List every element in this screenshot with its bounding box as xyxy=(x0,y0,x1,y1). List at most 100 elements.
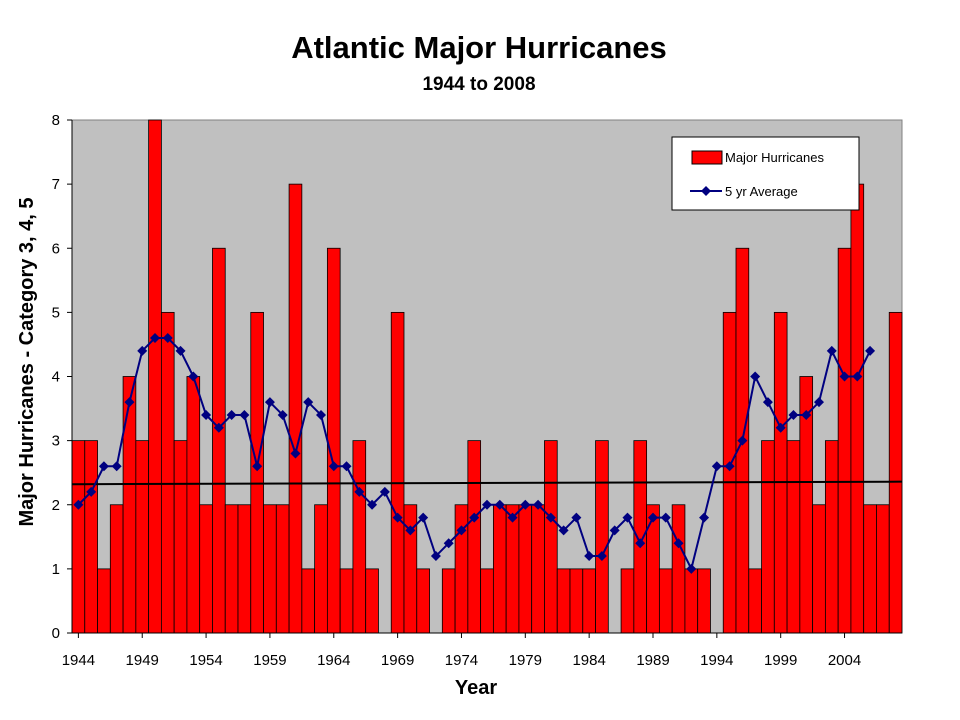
average-point-1988 xyxy=(635,538,646,549)
average-point-1952 xyxy=(175,345,186,356)
bar-1998 xyxy=(761,440,775,634)
bar-1982 xyxy=(556,568,571,634)
bar-1995 xyxy=(722,311,737,634)
y-tick-label: 0 xyxy=(52,625,60,642)
y-tick-label: 5 xyxy=(52,304,60,321)
average-point-1959 xyxy=(264,397,275,408)
bar-1955 xyxy=(212,247,226,634)
x-tick-label: 1979 xyxy=(509,652,542,669)
bar-1971 xyxy=(416,568,430,634)
average-point-1964 xyxy=(328,461,339,472)
bar-2005 xyxy=(850,183,865,634)
average-point-1961 xyxy=(290,448,301,459)
average-point-2003 xyxy=(826,345,837,356)
average-point-1966 xyxy=(354,486,365,497)
bar-1975 xyxy=(467,440,482,634)
bar-1949 xyxy=(135,440,150,634)
average-point-1973 xyxy=(443,538,454,549)
x-tick-label: 1999 xyxy=(764,652,797,669)
average-point-1992 xyxy=(686,563,697,574)
average-point-1995 xyxy=(724,461,735,472)
bar-1969 xyxy=(390,311,405,634)
average-point-1958 xyxy=(252,461,263,472)
bar-1967 xyxy=(365,568,379,634)
average-point-1967 xyxy=(367,499,378,510)
average-point-1993 xyxy=(699,512,710,523)
legend: Major Hurricanes 5 yr Average xyxy=(671,136,860,211)
bar-1970 xyxy=(403,504,418,634)
y-tick-label: 8 xyxy=(52,112,60,129)
average-point-1971 xyxy=(418,512,429,523)
average-point-1948 xyxy=(124,397,135,408)
bar-1987 xyxy=(620,568,635,634)
average-point-1953 xyxy=(188,371,199,382)
chart-subtitle: 1944 to 2008 xyxy=(422,74,535,95)
legend-label-major-hurricanes: Major Hurricanes xyxy=(725,150,824,165)
bar-1957 xyxy=(237,504,252,634)
average-point-1978 xyxy=(507,512,518,523)
bar-1983 xyxy=(569,568,584,634)
chart-title: Atlantic Major Hurricanes xyxy=(291,30,667,65)
x-tick-label: 1949 xyxy=(126,652,159,669)
average-point-1998 xyxy=(762,397,773,408)
bar-1960 xyxy=(275,504,290,634)
y-tick-label: 4 xyxy=(52,369,60,386)
y-tick-label: 6 xyxy=(52,240,60,257)
bar-2000 xyxy=(786,440,801,634)
trend-line xyxy=(71,480,903,486)
y-axis-label: Major Hurricanes - Category 3, 4, 5 xyxy=(16,197,38,526)
x-ticks-group: 1944 1949 1954 1959 1964 1969 1974 1979 1984 1989… xyxy=(62,633,861,669)
bar-1976 xyxy=(480,568,494,634)
average-point-1984 xyxy=(584,551,595,562)
average-point-2004 xyxy=(839,371,850,382)
bar-1977 xyxy=(492,504,507,634)
bar-1992 xyxy=(684,568,699,634)
legend-box xyxy=(671,136,860,211)
average-point-1986 xyxy=(609,525,620,536)
average-point-1982 xyxy=(558,525,569,536)
average-point-1962 xyxy=(303,397,314,408)
average-point-1949 xyxy=(137,345,148,356)
average-point-2005 xyxy=(852,371,863,382)
bar-1980 xyxy=(531,504,545,634)
average-point-1972 xyxy=(430,551,441,562)
bar-1997 xyxy=(748,568,762,634)
average-point-1989 xyxy=(648,512,658,523)
bar-1999 xyxy=(773,311,788,634)
x-tick-label: 1994 xyxy=(700,652,733,669)
bar-1981 xyxy=(544,440,558,634)
average-point-1965 xyxy=(341,461,352,472)
bar-1954 xyxy=(199,504,213,634)
bar-1951 xyxy=(160,311,175,634)
bar-1944 xyxy=(71,440,86,634)
legend-label-five-year-average: 5 yr Average xyxy=(725,184,798,199)
bar-1984 xyxy=(582,568,596,634)
bar-1950 xyxy=(148,119,162,634)
legend-bar-swatch xyxy=(691,150,723,165)
bar-1966 xyxy=(352,440,367,634)
bar-1952 xyxy=(173,440,188,634)
average-point-1954 xyxy=(201,409,212,420)
average-point-1945 xyxy=(86,486,97,497)
bar-1973 xyxy=(441,568,456,634)
average-point-1997 xyxy=(750,371,761,382)
average-point-1977 xyxy=(494,499,505,510)
y-tick-label: 3 xyxy=(52,433,60,450)
average-point-1947 xyxy=(111,461,122,472)
average-point-1950 xyxy=(150,333,160,344)
bar-1989 xyxy=(646,504,660,634)
bar-1953 xyxy=(186,376,201,634)
average-point-1956 xyxy=(226,409,237,420)
average-point-1976 xyxy=(482,499,492,510)
x-axis-label: Year xyxy=(455,677,497,699)
y-tick-label: 1 xyxy=(52,561,60,578)
bar-1965 xyxy=(339,568,354,634)
bar-1948 xyxy=(122,376,137,634)
y-ticks-group: 0 1 2 3 4 5 6 7 8 xyxy=(52,112,72,642)
average-point-1951 xyxy=(162,333,173,344)
bar-1961 xyxy=(288,183,303,634)
average-point-1991 xyxy=(673,538,684,549)
average-point-1975 xyxy=(469,512,480,523)
bar-1956 xyxy=(224,504,239,634)
